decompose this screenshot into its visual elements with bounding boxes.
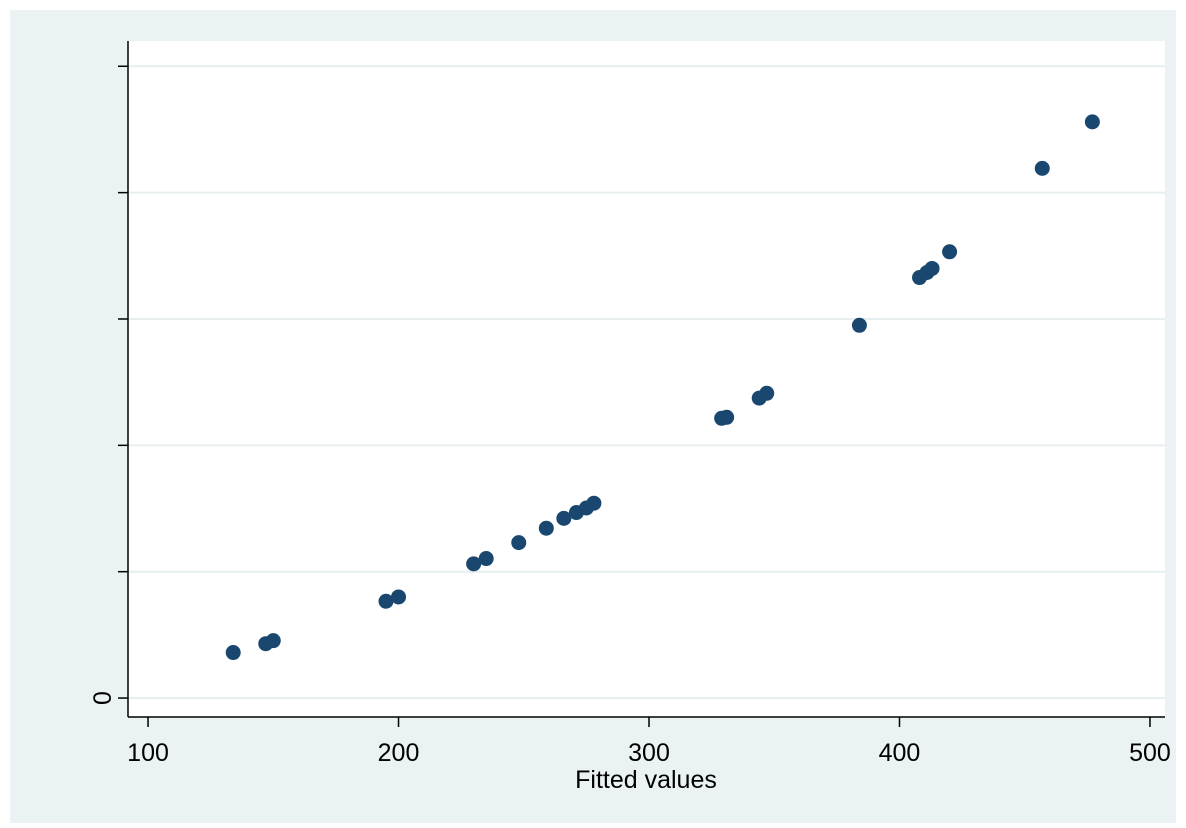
y-ticks: 0 bbox=[89, 65, 128, 705]
data-point bbox=[538, 520, 554, 536]
x-ticks: 100 200 300 400 500 bbox=[127, 717, 1171, 767]
data-point bbox=[586, 495, 602, 511]
data-point bbox=[1034, 160, 1050, 176]
y-tick-label: 0 bbox=[89, 691, 117, 705]
plot-region bbox=[128, 41, 1165, 717]
gridlines bbox=[128, 65, 1165, 700]
data-point bbox=[225, 645, 241, 661]
data-point bbox=[391, 589, 407, 605]
data-point bbox=[466, 556, 482, 572]
data-point bbox=[719, 409, 735, 425]
data-point bbox=[851, 317, 867, 333]
x-axis-label: Fitted values bbox=[575, 766, 717, 794]
data-point bbox=[942, 244, 958, 260]
x-tick-label: 500 bbox=[1129, 739, 1171, 767]
data-point bbox=[378, 593, 394, 609]
x-tick-label: 100 bbox=[127, 739, 169, 767]
data-points bbox=[225, 114, 1100, 661]
data-point bbox=[511, 535, 527, 551]
data-point bbox=[265, 633, 281, 649]
x-tick-label: 400 bbox=[879, 739, 921, 767]
data-point bbox=[556, 510, 572, 526]
data-point bbox=[478, 551, 494, 567]
data-point bbox=[1084, 114, 1100, 130]
x-tick-label: 300 bbox=[628, 739, 670, 767]
x-tick-label: 200 bbox=[378, 739, 420, 767]
data-point bbox=[924, 260, 940, 276]
data-point bbox=[759, 385, 775, 401]
axes bbox=[127, 41, 1165, 718]
